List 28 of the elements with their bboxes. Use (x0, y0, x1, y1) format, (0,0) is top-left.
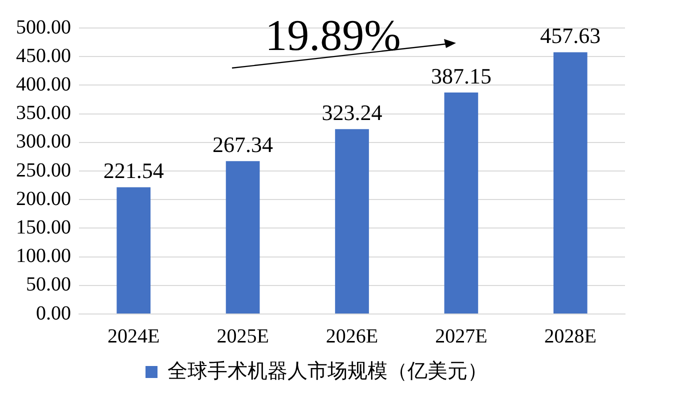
annotation: 19.89% (265, 11, 401, 60)
y-tick-label: 100.00 (16, 245, 71, 268)
y-tick-label: 400.00 (16, 73, 71, 96)
y-tick-label: 0.00 (36, 302, 71, 324)
bar (335, 129, 369, 314)
bar (116, 187, 151, 314)
x-tick-label: 2024E (107, 325, 160, 348)
data-label: 323.24 (322, 100, 382, 125)
x-tick-label: 2026E (326, 325, 378, 348)
y-tick-label: 150.00 (16, 216, 71, 238)
data-label: 267.34 (212, 132, 274, 157)
bar (226, 161, 260, 314)
data-label: 387.15 (430, 63, 492, 88)
x-tick-label: 2028E (544, 325, 597, 348)
y-tick-label: 500.00 (16, 16, 71, 38)
data-label: 457.63 (540, 23, 601, 48)
x-tick-label: 2025E (216, 325, 269, 348)
y-tick-label: 300.00 (16, 130, 71, 153)
y-tick-label: 350.00 (16, 102, 71, 124)
y-tick-label: 200.00 (16, 188, 71, 210)
legend-label: 全球手术机器人市场规模（亿美元） (168, 359, 488, 382)
y-tick-label: 450.00 (16, 44, 71, 67)
y-tick-label: 50.00 (26, 274, 71, 296)
y-tick-label: 250.00 (16, 159, 71, 182)
bar (553, 52, 588, 314)
data-label: 221.54 (103, 158, 164, 184)
bar (444, 92, 478, 314)
x-tick-label: 2027E (435, 325, 488, 348)
